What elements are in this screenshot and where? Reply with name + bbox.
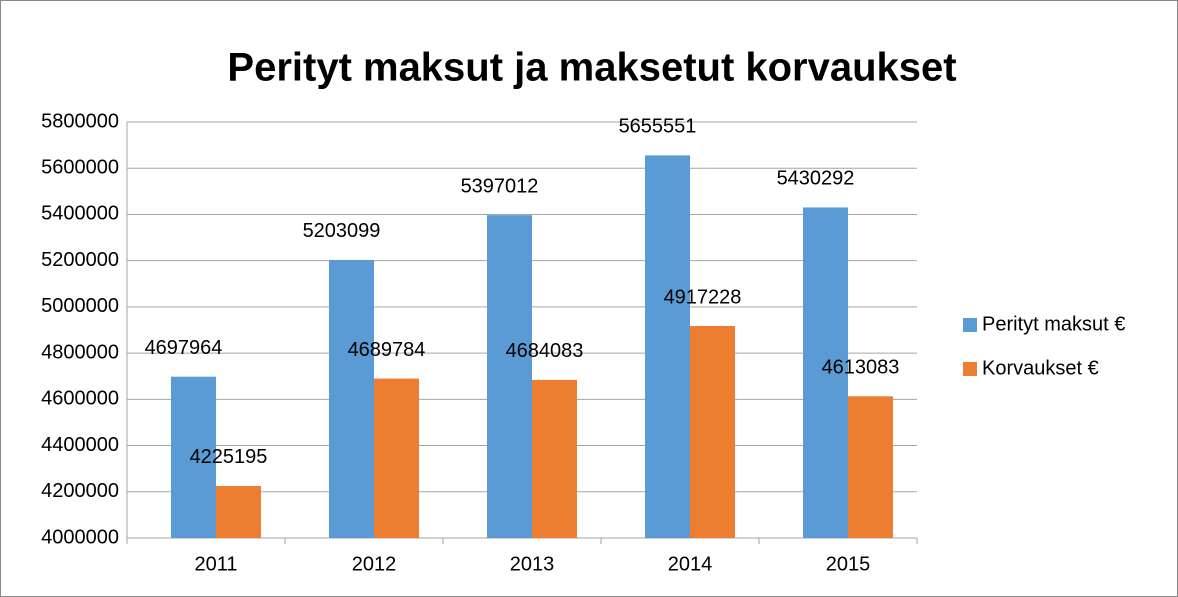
legend-swatch: [963, 318, 977, 332]
bar: [532, 379, 577, 538]
x-tick-label: 2013: [510, 553, 555, 575]
legend-label: Korvaukset €: [982, 357, 1099, 379]
bar: [848, 396, 893, 538]
data-label: 5655551: [619, 116, 697, 138]
data-label: 4613083: [822, 357, 900, 379]
bar: [216, 485, 261, 538]
y-tick-label: 4800000: [41, 341, 119, 363]
y-tick-label: 5800000: [41, 110, 119, 132]
legend-swatch: [963, 362, 977, 376]
bar: [487, 215, 532, 538]
data-label: 4917228: [664, 286, 742, 308]
data-label: 4697964: [145, 337, 223, 359]
data-label: 5203099: [303, 220, 381, 242]
bar: [329, 259, 374, 538]
x-tick-label: 2015: [826, 553, 871, 575]
bar: [171, 376, 216, 538]
y-tick-label: 5000000: [41, 295, 119, 317]
data-label: 4684083: [506, 340, 584, 362]
y-tick-label: 4000000: [41, 526, 119, 548]
x-tick-label: 2012: [352, 553, 397, 575]
y-tick-label: 5400000: [41, 203, 119, 225]
y-tick-label: 4600000: [41, 388, 119, 410]
data-label: 5397012: [461, 175, 539, 197]
y-tick-label: 5200000: [41, 249, 119, 271]
bar: [645, 155, 690, 538]
x-tick-label: 2011: [194, 553, 237, 575]
legend-label: Perityt maksut €: [982, 313, 1125, 335]
data-label: 4689784: [348, 339, 426, 361]
bar: [374, 378, 419, 538]
y-tick-label: 4400000: [41, 434, 119, 456]
bar: [803, 207, 848, 538]
y-tick-label: 5600000: [41, 157, 119, 179]
bar: [690, 326, 735, 538]
data-label: 5430292: [777, 168, 855, 190]
y-tick-label: 4200000: [41, 480, 119, 502]
chart-title: Perityt maksut ja maksetut korvaukset: [227, 46, 956, 90]
data-label: 4225195: [190, 446, 268, 468]
x-tick-label: 2014: [668, 553, 713, 575]
